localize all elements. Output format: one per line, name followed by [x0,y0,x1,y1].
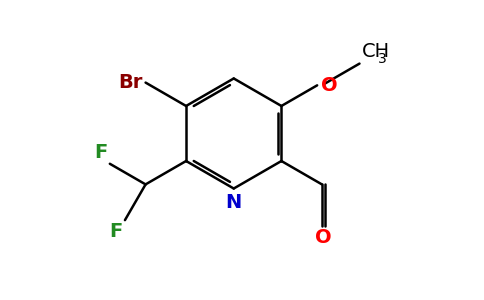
Text: O: O [321,76,338,95]
Text: F: F [109,222,123,241]
Text: Br: Br [119,73,143,92]
Text: 3: 3 [378,52,386,66]
Text: N: N [226,193,242,212]
Text: O: O [315,228,332,248]
Text: CH: CH [362,42,391,62]
Text: F: F [94,142,107,162]
